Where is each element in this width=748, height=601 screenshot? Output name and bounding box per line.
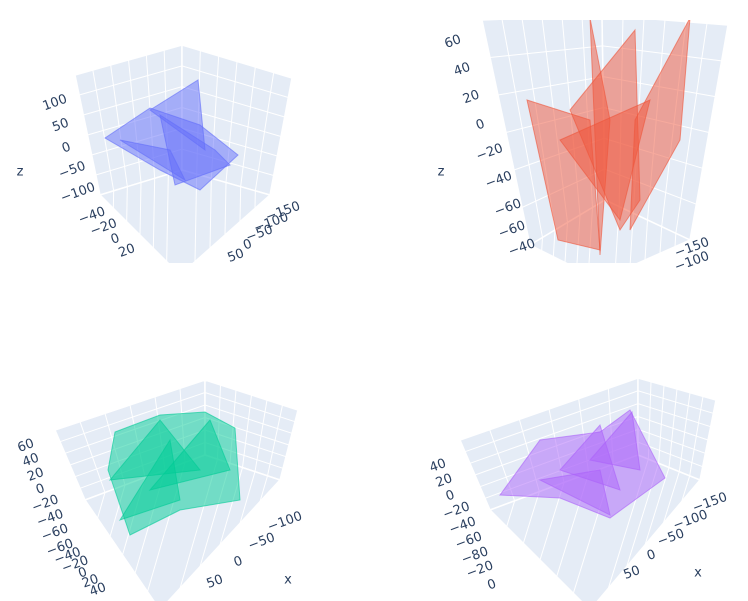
mesh-face (629, 20, 691, 231)
grid-line (674, 23, 708, 247)
mesh-face (559, 99, 651, 222)
z-tick-label: −20 (474, 141, 505, 164)
x-axis-title: x (694, 566, 702, 581)
z-tick-label: 20 (434, 471, 455, 491)
y-tick-label: −60 (497, 218, 528, 241)
grid-line (110, 64, 128, 222)
z-tick-label: 50 (50, 116, 71, 136)
y-tick-label: 0 (486, 577, 499, 594)
grid-line (239, 66, 256, 222)
z-axis-title: z (438, 165, 445, 180)
grid-line (681, 396, 704, 502)
grid-line (644, 388, 678, 546)
y-tick-label: 20 (117, 241, 138, 261)
z-axis-title: z (17, 165, 24, 180)
x-tick-label: 50 (226, 246, 247, 266)
z-tick-label: −60 (493, 196, 524, 219)
scene (74, 43, 293, 263)
z-tick-label: −40 (483, 169, 514, 192)
z-tick-label: 60 (443, 32, 464, 52)
z-tick-label: 20 (25, 465, 46, 485)
z-tick-label: 40 (20, 451, 41, 471)
grid-line (626, 385, 665, 567)
scene (458, 376, 717, 601)
grid-line (662, 392, 691, 524)
z-tick-label: 20 (461, 87, 482, 107)
mesh-face (538, 469, 611, 516)
x-axis-title: x (284, 573, 292, 588)
z-tick-label: 0 (444, 488, 457, 505)
mesh-face (589, 410, 641, 471)
grid-line (259, 404, 283, 502)
grid-line (521, 20, 556, 257)
scene (53, 378, 299, 601)
x-tick-label: −50 (246, 530, 277, 553)
grid-line (145, 54, 156, 249)
mesh-face (118, 438, 181, 521)
x-tick-label: 50 (622, 563, 643, 583)
grid-line (128, 59, 142, 236)
y-tick-label: 20 (80, 572, 101, 592)
grid-line (224, 61, 238, 236)
z-tick-label: −100 (59, 180, 98, 206)
x-tick-label: 50 (205, 572, 226, 592)
grid-line (254, 72, 275, 209)
grid-line (219, 394, 252, 546)
z-tick-label: 0 (474, 117, 487, 134)
y-tick-label: 40 (88, 580, 109, 600)
grid-line (239, 399, 268, 524)
x-tick-label: 0 (645, 547, 658, 564)
z-tick-label: 40 (428, 456, 449, 476)
scene (481, 20, 729, 263)
x-tick-label: 0 (232, 554, 245, 571)
y-tick-label: −40 (507, 236, 538, 259)
z-tick-label: 60 (16, 436, 37, 456)
z-tick-label: 40 (452, 60, 473, 80)
z-tick-label: −50 (57, 159, 88, 182)
x-tick-label: −50 (656, 526, 687, 549)
z-tick-label: 100 (41, 92, 69, 115)
mesh-face (159, 113, 231, 186)
z-tick-label: 0 (60, 140, 73, 157)
